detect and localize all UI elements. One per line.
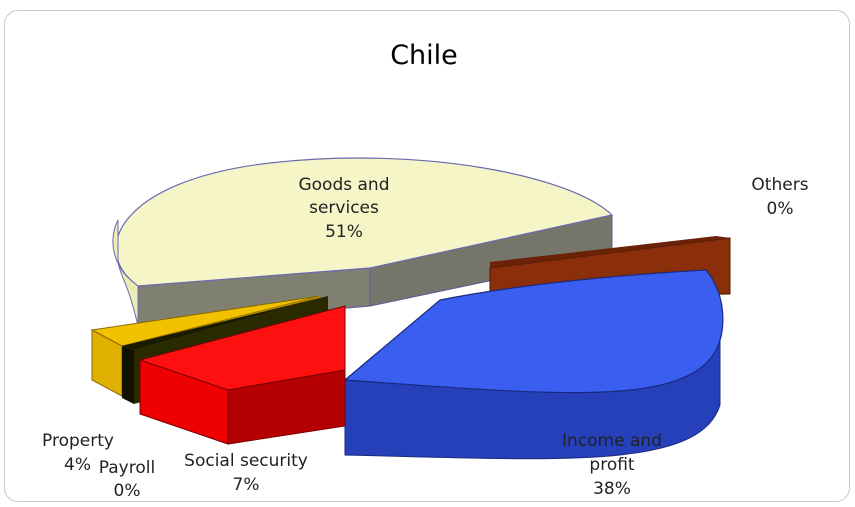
svg-text:Social security: Social security: [184, 451, 308, 471]
svg-text:profit: profit: [589, 455, 635, 475]
label-property: Property 4%: [42, 431, 114, 475]
svg-text:0%: 0%: [767, 199, 794, 219]
label-income-and-profit: Income and profit 38%: [562, 431, 662, 499]
svg-text:Income and: Income and: [562, 431, 662, 451]
svg-text:Goods and: Goods and: [298, 175, 389, 195]
label-social-security: Social security 7%: [184, 451, 308, 495]
label-others: Others 0%: [751, 175, 808, 219]
svg-text:51%: 51%: [325, 222, 363, 242]
svg-text:services: services: [309, 198, 379, 218]
svg-text:4%: 4%: [64, 455, 91, 475]
svg-text:Property: Property: [42, 431, 114, 451]
slice-social-security: [138, 305, 346, 445]
svg-text:0%: 0%: [114, 481, 141, 501]
chart-title: Chile: [390, 40, 458, 71]
svg-text:38%: 38%: [593, 479, 631, 499]
slice-goods-and-services: [112, 157, 614, 327]
svg-text:Payroll: Payroll: [99, 458, 155, 478]
label-goods-and-services: Goods and services 51%: [298, 175, 389, 242]
svg-text:7%: 7%: [233, 475, 260, 495]
label-payroll: Payroll 0%: [99, 458, 155, 501]
slice-income-and-profit: [343, 269, 724, 460]
svg-text:Others: Others: [751, 175, 808, 195]
